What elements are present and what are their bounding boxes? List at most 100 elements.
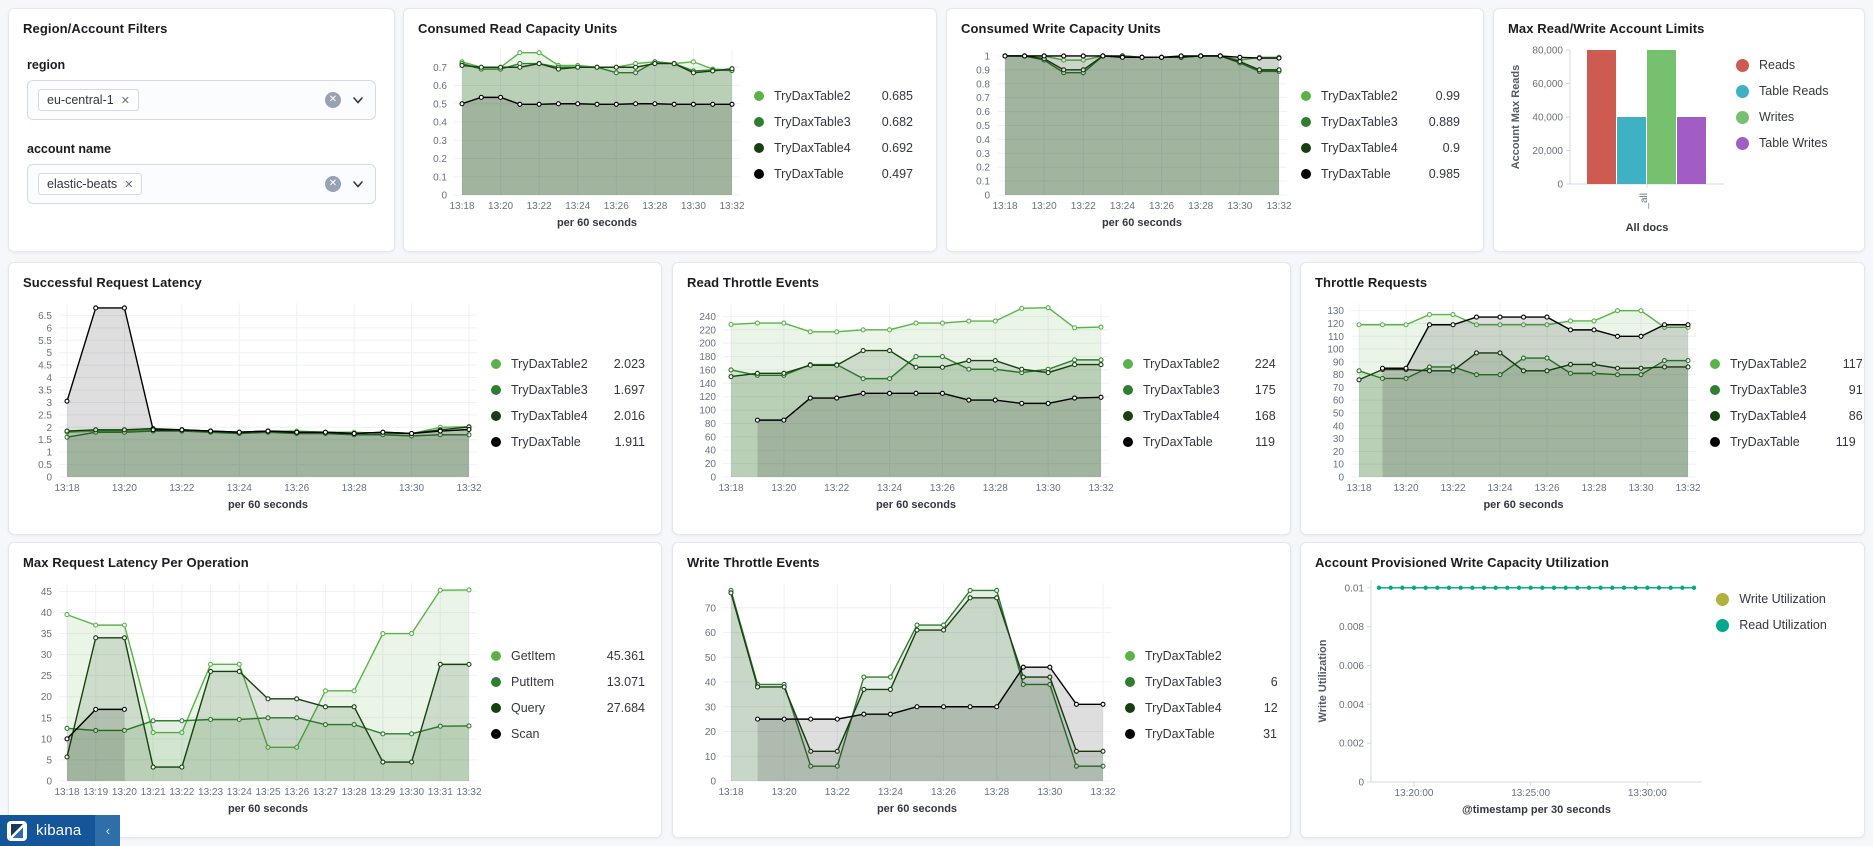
svg-text:13:28: 13:28 [984,787,1009,798]
legend-item-Query[interactable]: Query 27.684 [491,701,645,715]
legend-item-TryDaxTable2[interactable]: TryDaxTable2 [1125,649,1277,663]
bar-Table Writes[interactable] [1677,117,1706,184]
legend-item-TryDaxTable3[interactable]: TryDaxTable3 0.889 [1301,115,1460,129]
legend-item-Scan[interactable]: Scan [491,727,645,741]
account-pill[interactable]: elastic-beats ✕ [38,173,143,195]
legend-item-TryDaxTable3[interactable]: TryDaxTable3 175 [1123,383,1276,397]
legend-item-TryDaxTable4[interactable]: TryDaxTable4 86 [1710,409,1863,423]
svg-text:0.4: 0.4 [433,118,447,129]
region-pill[interactable]: eu-central-1 ✕ [38,89,139,111]
account-chevron-down-icon[interactable] [351,177,365,191]
kibana-collapse-button[interactable]: ‹ [95,815,121,846]
legend-item-GetItem[interactable]: GetItem 45.361 [491,649,645,663]
chart-legend: TryDaxTable2 2.023 TryDaxTable3 1.697 TryDax… [485,351,645,455]
legend-bullet [491,729,501,739]
svg-text:0: 0 [984,191,990,202]
svg-text:13:26: 13:26 [931,787,956,798]
panel-max-request-latency: Max Request Latency Per Operation 0 5 10 15… [8,542,662,838]
legend-label: TryDaxTable4 [774,141,851,155]
svg-text:0: 0 [46,473,52,484]
legend-bullet [1125,729,1135,739]
svg-text:30: 30 [1333,434,1345,445]
legend-item-Writes[interactable]: Writes [1736,110,1848,124]
svg-text:0.7: 0.7 [976,93,990,104]
legend-item-TryDaxTable4[interactable]: TryDaxTable4 168 [1123,409,1276,423]
legend-item-TryDaxTable3[interactable]: TryDaxTable3 91 [1710,383,1863,397]
legend-item-TryDaxTable[interactable]: TryDaxTable 31 [1125,727,1277,741]
x-tick-label: _all [1639,193,1650,210]
region-chevron-down-icon[interactable] [351,93,365,107]
legend-item-TryDaxTable3[interactable]: TryDaxTable3 1.697 [491,383,645,397]
region-pill-remove-icon[interactable]: ✕ [120,94,130,107]
svg-text:0.6: 0.6 [433,81,447,92]
legend-item-TryDaxTable4[interactable]: TryDaxTable4 0.692 [754,141,913,155]
svg-text:0.006: 0.006 [1339,661,1364,672]
svg-text:10: 10 [1333,460,1345,471]
legend-item-TryDaxTable2[interactable]: TryDaxTable2 224 [1123,357,1276,371]
region-clear-button[interactable]: ✕ [325,92,341,108]
svg-text:20: 20 [705,459,717,470]
legend-label: Reads [1759,58,1796,72]
legend-bullet [754,117,764,127]
legend-item-TryDaxTable[interactable]: TryDaxTable 1.911 [491,435,645,449]
legend-label: TryDaxTable4 [1145,701,1222,715]
bar-Writes[interactable] [1647,50,1676,184]
legend-item-TryDaxTable3[interactable]: TryDaxTable3 6 [1125,675,1278,689]
legend-bullet [1716,592,1730,606]
panel-write-capacity-utilization: Account Provisioned Write Capacity Utili… [1300,542,1865,838]
svg-text:13:32: 13:32 [456,787,481,798]
legend-item-TryDaxTable2[interactable]: TryDaxTable2 0.685 [754,89,913,103]
kibana-logo-section[interactable]: kibana [0,815,96,846]
legend-item-TryDaxTable2[interactable]: TryDaxTable2 117 [1710,357,1863,371]
legend-item-TryDaxTable[interactable]: TryDaxTable 0.497 [754,167,913,181]
svg-text:1: 1 [46,448,52,459]
series-TryDaxTable4 [459,61,735,195]
svg-text:0.3: 0.3 [433,136,447,147]
legend-item-Table Writes[interactable]: Table Writes [1736,136,1848,150]
account-pill-remove-icon[interactable]: ✕ [124,178,134,191]
svg-text:200: 200 [699,339,716,350]
account-clear-button[interactable]: ✕ [325,176,341,192]
legend-item-TryDaxTable4[interactable]: TryDaxTable4 2.016 [491,409,645,423]
bar-Table Reads[interactable] [1617,117,1646,184]
svg-text:13:32: 13:32 [1090,787,1115,798]
legend-value: 117 [1842,357,1863,371]
svg-text:40: 40 [1333,421,1345,432]
legend-bullet [1736,84,1749,98]
legend-bullet [1710,385,1720,395]
bar-Reads[interactable] [1587,50,1616,184]
account-combobox[interactable]: elastic-beats ✕ ✕ [27,164,376,204]
series-Query [64,635,472,781]
legend-item-Table Reads[interactable]: Table Reads [1736,84,1848,98]
legend-item-Read Utilization[interactable]: Read Utilization [1716,618,1850,632]
legend-bullet [1736,110,1749,124]
legend-item-TryDaxTable2[interactable]: TryDaxTable2 2.023 [491,357,645,371]
legend-item-Write Utilization[interactable]: Write Utilization [1716,592,1850,606]
svg-text:0: 0 [1338,473,1344,484]
legend-item-TryDaxTable4[interactable]: TryDaxTable4 12 [1125,701,1278,715]
legend-item-PutItem[interactable]: PutItem 13.071 [491,675,645,689]
series-TryDaxTable4 [728,347,1104,477]
series-TryDaxTable3 [1356,355,1691,477]
legend-item-TryDaxTable2[interactable]: TryDaxTable2 0.99 [1301,89,1460,103]
region-combobox[interactable]: eu-central-1 ✕ ✕ [27,80,376,120]
legend-item-Reads[interactable]: Reads [1736,58,1848,72]
svg-text:0.3: 0.3 [976,149,990,160]
svg-text:13:28: 13:28 [342,483,367,494]
legend-item-TryDaxTable[interactable]: TryDaxTable 0.985 [1301,167,1460,181]
gridlines [59,303,477,478]
legend-label: PutItem [511,675,555,689]
svg-text:13:18: 13:18 [54,787,79,798]
legend-label: TryDaxTable [1145,727,1215,741]
region-pill-label: eu-central-1 [47,93,114,107]
series-TryDaxTable4 [1356,350,1691,477]
svg-text:50: 50 [705,653,717,664]
legend-item-TryDaxTable3[interactable]: TryDaxTable3 0.682 [754,115,913,129]
legend-item-TryDaxTable[interactable]: TryDaxTable 119 [1123,435,1275,449]
legend-item-TryDaxTable[interactable]: TryDaxTable 119 [1710,435,1856,449]
svg-text:0.1: 0.1 [976,177,990,188]
legend-item-TryDaxTable4[interactable]: TryDaxTable4 0.9 [1301,141,1460,155]
svg-text:10: 10 [41,734,53,745]
svg-text:120: 120 [699,392,716,403]
